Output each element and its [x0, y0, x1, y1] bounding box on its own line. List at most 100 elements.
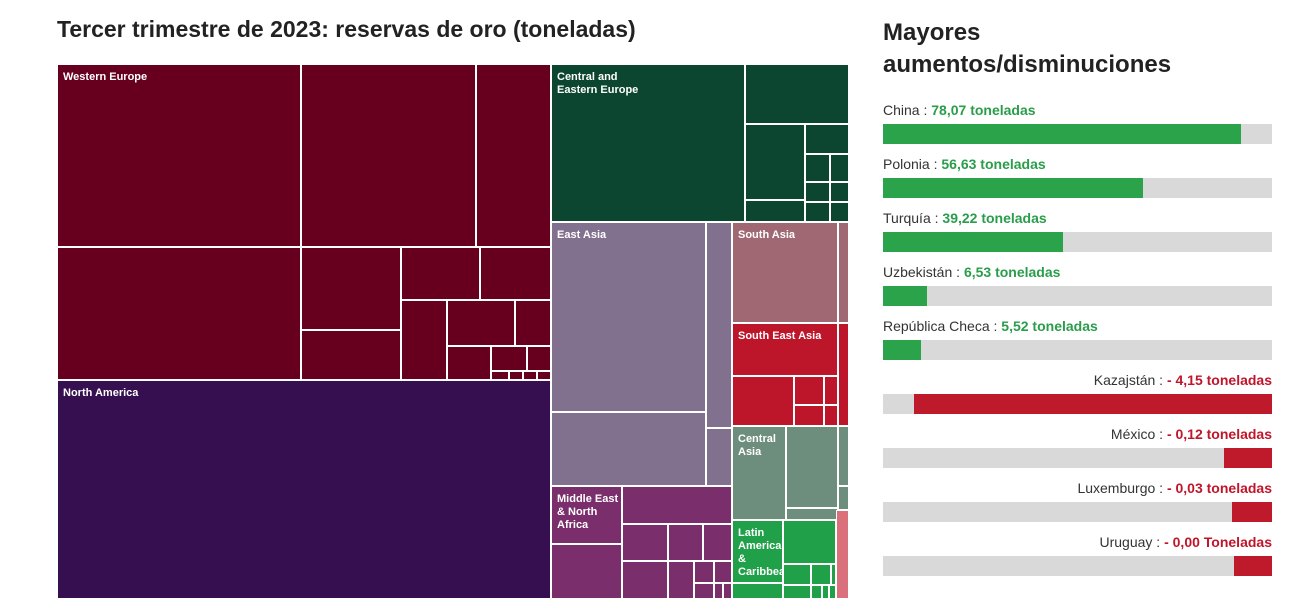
treemap-cell-south-east-asia[interactable] — [794, 376, 824, 405]
treemap-cell-central-eastern-europe[interactable] — [805, 154, 830, 182]
bar-label: Uruguay : - 0,00 Toneladas — [883, 532, 1273, 552]
treemap-cell-western-europe[interactable] — [301, 64, 476, 247]
treemap-cell-middle-east-north-africa[interactable] — [622, 486, 732, 524]
treemap-cell-south-east-asia[interactable]: South East Asia — [732, 323, 838, 376]
bar-row: Uruguay : - 0,00 Toneladas — [883, 532, 1272, 586]
treemap-cell-middle-east-north-africa[interactable] — [694, 561, 714, 583]
treemap-cell-western-europe[interactable] — [491, 371, 509, 380]
treemap-cell-central-eastern-europe[interactable] — [745, 124, 805, 200]
treemap-cell-western-europe[interactable] — [57, 247, 301, 380]
treemap-cell-middle-east-north-africa[interactable]: Middle East & North Africa — [551, 486, 622, 544]
treemap-cell-middle-east-north-africa[interactable] — [694, 583, 714, 599]
treemap-cell-western-europe[interactable] — [447, 346, 491, 380]
treemap-cell-south-asia[interactable] — [836, 510, 849, 599]
increase-bar — [883, 286, 928, 306]
treemap-cell-western-europe[interactable] — [527, 346, 551, 371]
treemap-cell-western-europe[interactable] — [523, 371, 537, 380]
treemap-cell-central-asia[interactable] — [838, 486, 849, 510]
treemap-cell-south-asia[interactable] — [838, 222, 849, 323]
label-separator: : — [1155, 372, 1167, 388]
treemap-cell-middle-east-north-africa[interactable] — [622, 524, 668, 561]
treemap-cell-latin-america-caribbean[interactable] — [829, 585, 836, 599]
treemap-cell-western-europe[interactable] — [515, 300, 551, 346]
label-separator: : — [1152, 534, 1165, 550]
treemap-cell-south-east-asia[interactable] — [824, 405, 838, 426]
treemap-cell-western-europe[interactable] — [301, 247, 401, 330]
treemap-cell-latin-america-caribbean[interactable] — [811, 585, 822, 599]
treemap-cell-western-europe[interactable] — [401, 300, 447, 380]
change-value: - 0,12 toneladas — [1166, 426, 1272, 442]
treemap-cell-central-asia[interactable]: Central Asia — [732, 426, 786, 520]
treemap-cell-central-eastern-europe[interactable] — [745, 200, 805, 222]
treemap-cell-latin-america-caribbean[interactable] — [783, 564, 811, 585]
treemap-cell-latin-america-caribbean[interactable] — [831, 564, 836, 585]
treemap-cell-western-europe[interactable] — [476, 64, 551, 247]
bar-row: Luxemburgo : - 0,03 toneladas — [883, 478, 1272, 532]
bar-track — [883, 448, 1272, 468]
treemap-cell-middle-east-north-africa[interactable] — [714, 583, 723, 599]
treemap-cell-middle-east-north-africa[interactable] — [668, 524, 703, 561]
treemap-cell-central-asia[interactable] — [838, 426, 849, 486]
treemap-cell-south-asia[interactable]: South Asia — [732, 222, 838, 323]
increase-bar — [883, 340, 921, 360]
treemap-cell-south-east-asia[interactable] — [794, 405, 824, 426]
country-name: Luxemburgo — [1077, 480, 1156, 496]
treemap-cell-latin-america-caribbean[interactable]: Latin America & Caribbean — [732, 520, 792, 583]
treemap-region-label: East Asia — [557, 229, 607, 241]
bar-label: Uzbekistán : 6,53 toneladas — [883, 262, 1272, 282]
treemap-cell-latin-america-caribbean[interactable] — [783, 520, 836, 564]
treemap-cell-western-europe[interactable] — [480, 247, 551, 300]
treemap-cell-central-eastern-europe[interactable] — [805, 202, 830, 222]
treemap-cell-east-asia[interactable] — [706, 428, 732, 486]
treemap-cell-middle-east-north-africa[interactable] — [622, 561, 668, 599]
bar-row: República Checa : 5,52 toneladas — [883, 316, 1272, 370]
treemap-cell-south-east-asia[interactable] — [824, 376, 838, 405]
treemap-cell-central-eastern-europe[interactable] — [830, 182, 849, 202]
treemap-cell-middle-east-north-africa[interactable] — [668, 561, 694, 599]
treemap-cell-central-eastern-europe[interactable] — [805, 124, 849, 154]
treemap-cell-east-asia[interactable] — [551, 412, 706, 486]
treemap-cell-western-europe[interactable] — [537, 371, 551, 380]
changes-bar-chart: China : 78,07 toneladas Polonia : 56,63 t… — [883, 100, 1272, 586]
treemap-cell-south-east-asia[interactable] — [732, 376, 794, 426]
country-name: República Checa — [883, 318, 990, 334]
treemap-cell-central-asia[interactable] — [786, 508, 838, 520]
treemap-cell-east-asia[interactable] — [706, 222, 732, 428]
treemap-cell-latin-america-caribbean[interactable] — [811, 564, 831, 585]
treemap-cell-central-eastern-europe[interactable] — [830, 202, 849, 222]
treemap-cell-central-asia[interactable] — [786, 426, 838, 508]
treemap-cell-middle-east-north-africa[interactable] — [551, 544, 622, 599]
treemap-cell-middle-east-north-africa[interactable] — [714, 561, 732, 583]
treemap-cell-western-europe[interactable] — [447, 300, 515, 346]
treemap-cell-middle-east-north-africa[interactable] — [703, 524, 732, 561]
treemap-cell-western-europe[interactable]: Western Europe — [57, 64, 301, 247]
treemap-cell-east-asia[interactable]: East Asia — [551, 222, 706, 412]
bar-track — [883, 556, 1272, 576]
treemap-cell-western-europe[interactable] — [301, 330, 401, 380]
bar-label: Polonia : 56,63 toneladas — [883, 154, 1272, 174]
label-separator: : — [919, 102, 932, 118]
change-value: - 4,15 toneladas — [1166, 372, 1272, 388]
treemap-region-label: Middle East & North Africa — [557, 493, 619, 531]
treemap-cell-latin-america-caribbean[interactable] — [732, 583, 783, 599]
treemap-region-label: North America — [63, 387, 139, 399]
treemap-cell-western-europe[interactable] — [509, 371, 523, 380]
treemap-cell-central-eastern-europe[interactable] — [805, 182, 830, 202]
treemap-cell-central-eastern-europe[interactable] — [830, 154, 849, 182]
label-separator: : — [1155, 480, 1167, 496]
treemap-cell-western-europe[interactable] — [401, 247, 480, 300]
bar-track — [883, 340, 1272, 360]
treemap-cell-central-eastern-europe[interactable]: Central and Eastern Europe — [551, 64, 745, 222]
treemap-cell-western-europe[interactable] — [491, 346, 527, 371]
country-name: China — [883, 102, 920, 118]
bar-track — [883, 286, 1272, 306]
treemap-cell-middle-east-north-africa[interactable] — [723, 583, 732, 599]
country-name: México — [1110, 426, 1156, 442]
treemap-cell-central-eastern-europe[interactable] — [745, 64, 849, 124]
treemap-cell-south-east-asia[interactable] — [838, 323, 849, 426]
treemap-cell-latin-america-caribbean[interactable] — [783, 585, 811, 599]
treemap-cell-latin-america-caribbean[interactable] — [822, 585, 829, 599]
treemap-cell-north-america[interactable]: North America — [57, 380, 551, 599]
country-name: Uruguay — [1099, 534, 1153, 550]
bar-label: Turquía : 39,22 toneladas — [883, 208, 1272, 228]
